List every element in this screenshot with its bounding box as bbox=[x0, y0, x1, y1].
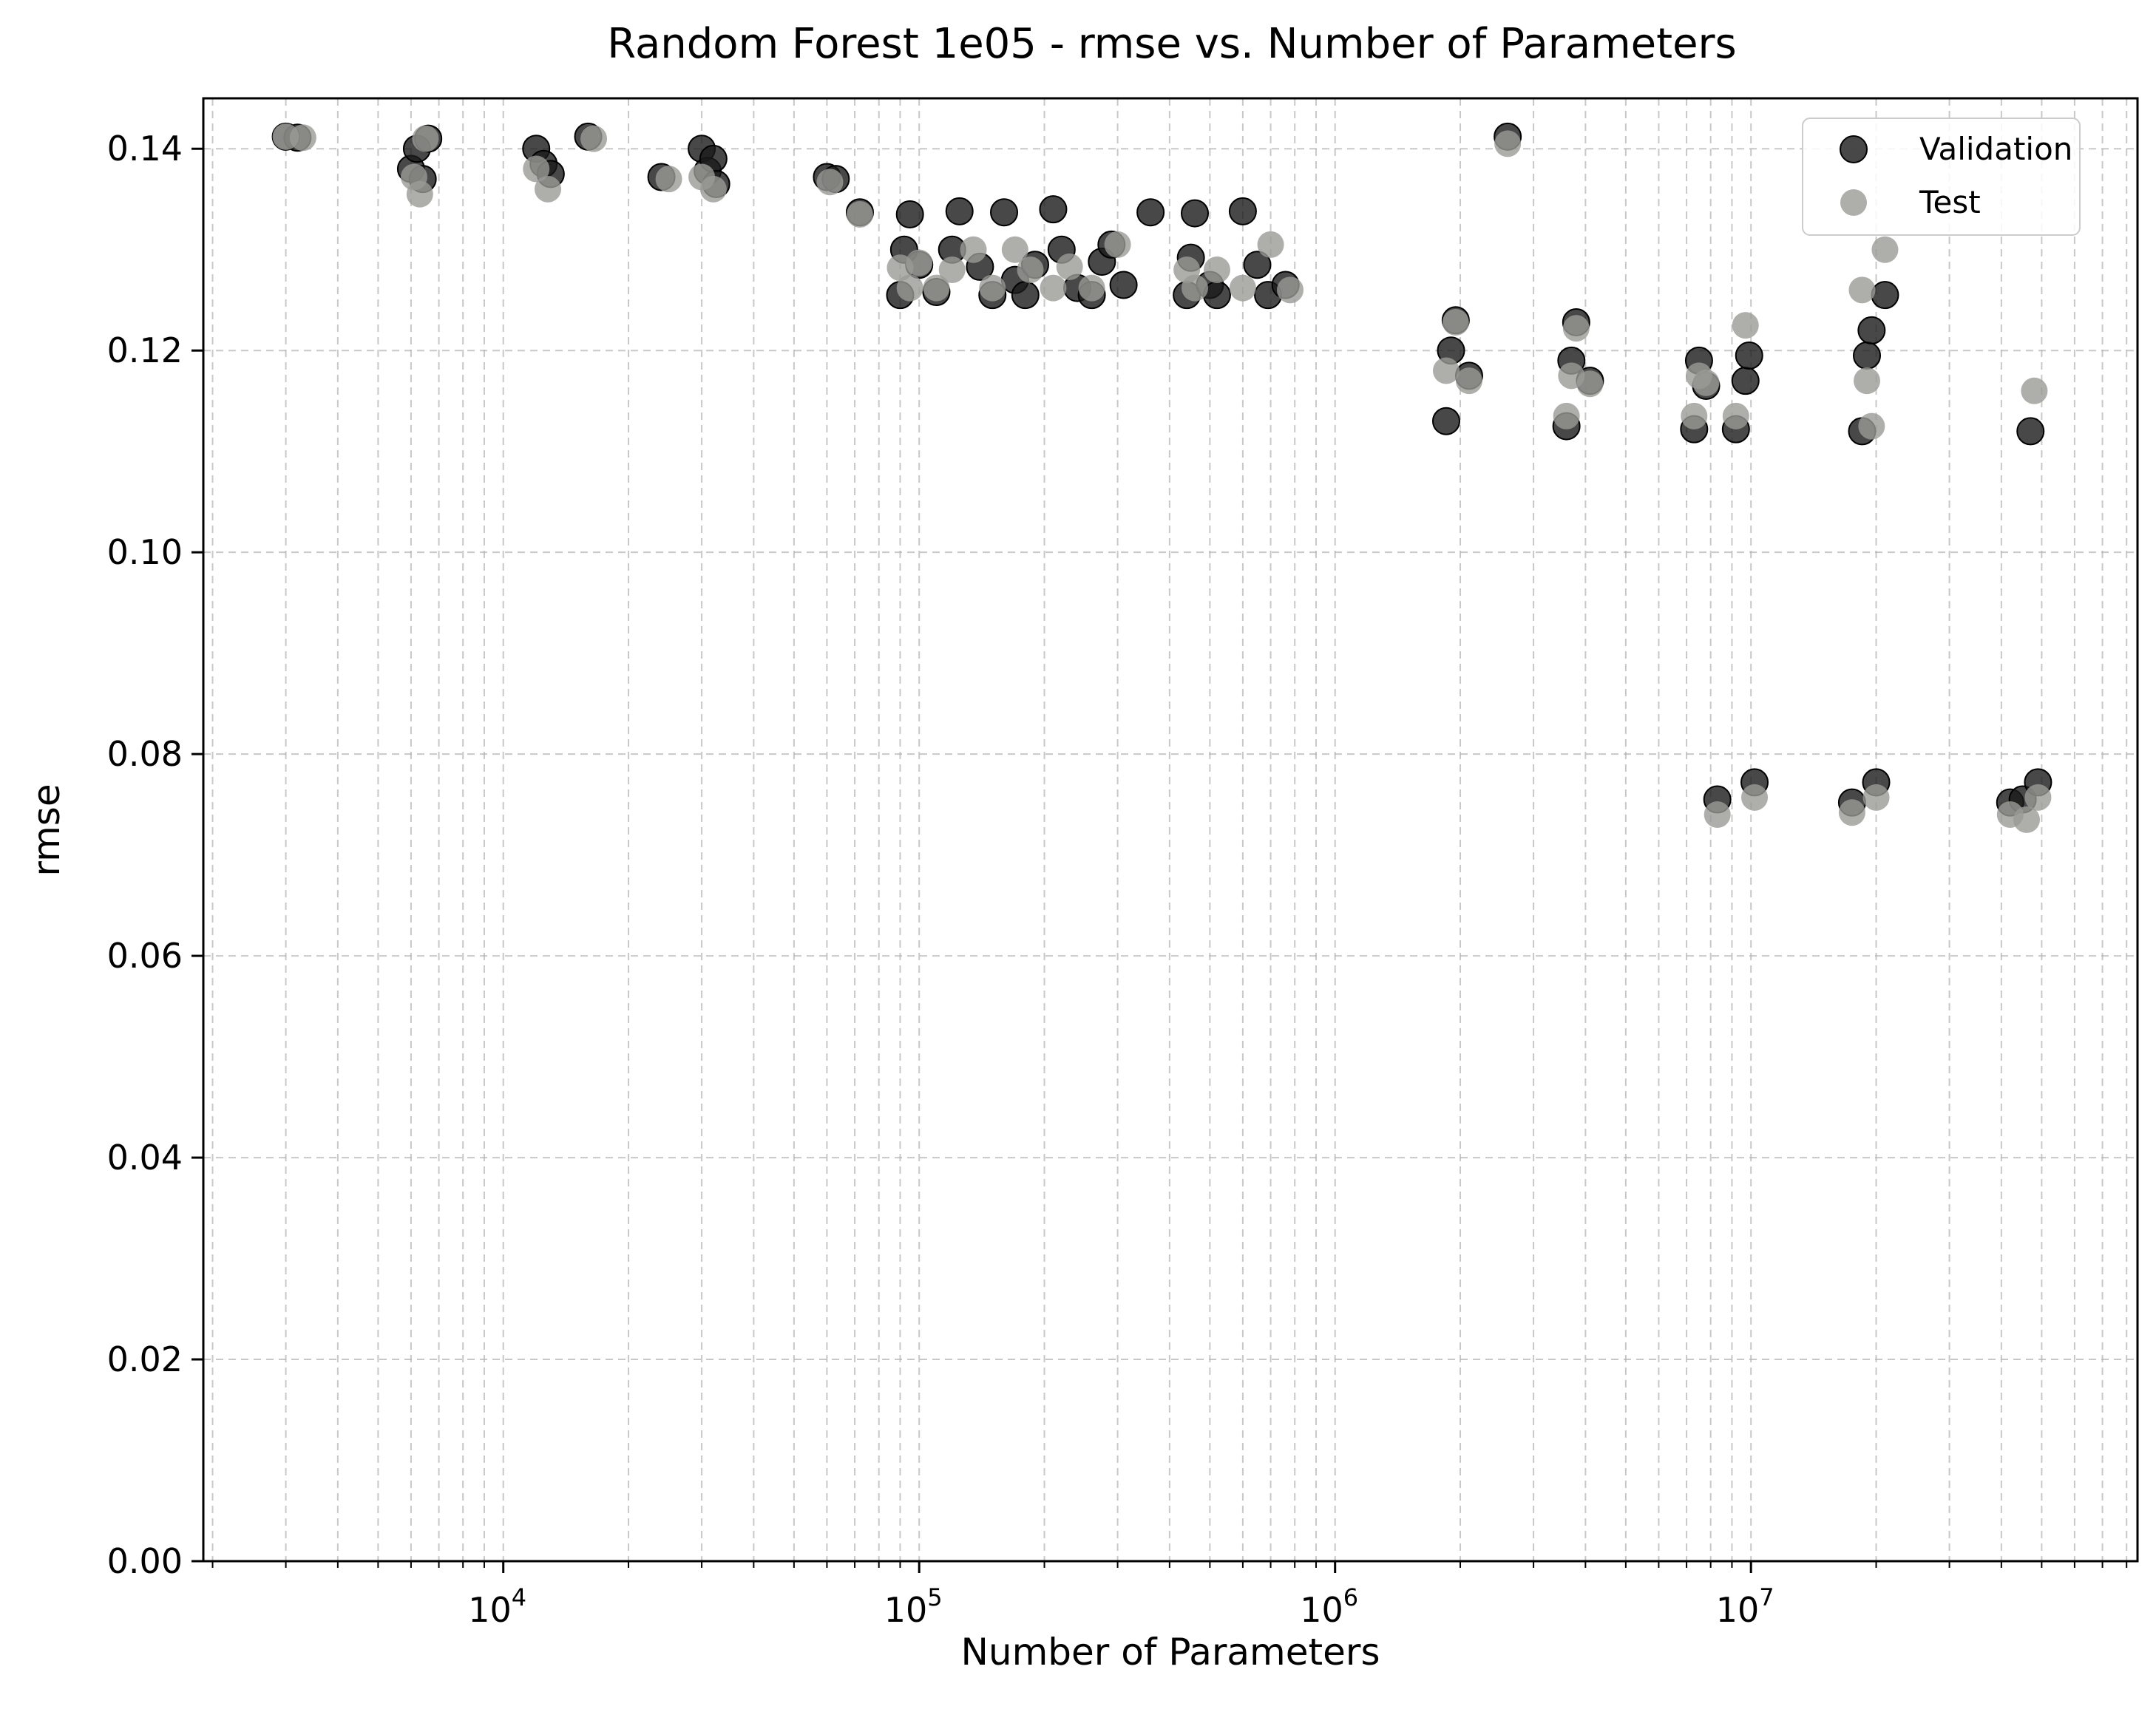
plot-frame bbox=[202, 97, 2139, 1563]
legend-marker-test bbox=[1840, 189, 1867, 216]
grid-lines bbox=[203, 98, 2138, 1562]
data-points bbox=[271, 122, 2052, 833]
scatter-point-test bbox=[1229, 274, 1256, 302]
scatter-point-test bbox=[1732, 312, 1759, 339]
scatter-point-test bbox=[412, 125, 439, 152]
y-tick-label: 0.00 bbox=[107, 1541, 183, 1581]
y-tick-label: 0.12 bbox=[107, 330, 183, 370]
scatter-point-test bbox=[1838, 799, 1865, 826]
scatter-point-test bbox=[535, 175, 562, 203]
y-tick-label: 0.10 bbox=[107, 532, 183, 572]
scatter-point-validation bbox=[1039, 195, 1068, 224]
scatter-point-validation bbox=[1136, 198, 1165, 227]
scatter-point-test bbox=[938, 256, 966, 284]
scatter-point-test bbox=[1576, 370, 1604, 398]
scatter-point-validation bbox=[1181, 199, 1210, 228]
scatter-point-test bbox=[1848, 276, 1876, 304]
scatter-point-test bbox=[1104, 231, 1131, 258]
scatter-point-test bbox=[1040, 274, 1067, 302]
scatter-point-test bbox=[1681, 402, 1708, 429]
scatter-point-test bbox=[846, 200, 873, 228]
legend-label-validation: Validation bbox=[1919, 131, 2072, 167]
scatter-point-test bbox=[1553, 402, 1580, 429]
y-tick-label: 0.02 bbox=[107, 1339, 183, 1379]
scatter-point-validation bbox=[1109, 271, 1138, 299]
y-tick-label: 0.04 bbox=[107, 1138, 183, 1178]
scatter-point-test bbox=[923, 274, 950, 302]
scatter-point-test bbox=[1257, 231, 1284, 258]
y-axis-ticks: 0.00 0.02 0.04 0.06 0.08 0.10 0.12 0.14 bbox=[107, 129, 203, 1581]
series-test bbox=[272, 123, 2052, 833]
legend-marker-validation bbox=[1840, 135, 1868, 163]
scatter-point-test bbox=[2024, 784, 2052, 811]
scatter-point-validation bbox=[945, 197, 974, 225]
x-tick-label: 106 bbox=[1300, 1583, 1358, 1630]
scatter-point-test bbox=[1442, 308, 1469, 336]
scatter-point-test bbox=[2013, 806, 2041, 833]
scatter-point-validation bbox=[1243, 251, 1272, 279]
scatter-point-test bbox=[1455, 367, 1482, 395]
y-tick-label: 0.08 bbox=[107, 734, 183, 774]
x-tick-label: 107 bbox=[1716, 1583, 1774, 1630]
scatter-point-test bbox=[1562, 315, 1590, 342]
scatter-point-test bbox=[816, 169, 844, 196]
y-axis-label: rmse bbox=[25, 784, 68, 876]
scatter-point-test bbox=[699, 175, 727, 203]
scatter-point-test bbox=[523, 155, 550, 183]
scatter-point-test bbox=[289, 124, 316, 152]
scatter-point-validation bbox=[2016, 417, 2045, 446]
scatter-point-test bbox=[1017, 256, 1044, 284]
scatter-point-test bbox=[1722, 402, 1749, 429]
scatter-point-validation bbox=[1853, 342, 1882, 370]
legend-label-test: Test bbox=[1919, 184, 1981, 220]
scatter-point-test bbox=[1203, 256, 1230, 284]
scatter-point-validation bbox=[1857, 316, 1886, 344]
scatter-point-test bbox=[1056, 253, 1083, 280]
scatter-point-test bbox=[1277, 276, 1304, 304]
y-tick-label: 0.06 bbox=[107, 936, 183, 976]
scatter-point-test bbox=[406, 180, 433, 208]
scatter-point-validation bbox=[1431, 407, 1460, 435]
scatter-point-test bbox=[979, 274, 1006, 302]
x-axis-ticks: 104 105 106 107 bbox=[211, 1561, 2128, 1630]
scatter-point-test bbox=[960, 236, 987, 263]
scatter-point-validation bbox=[1011, 281, 1040, 310]
legend: Validation Test bbox=[1802, 118, 2081, 236]
scatter-point-test bbox=[1078, 274, 1105, 302]
chart-title: Random Forest 1e05 - rmse vs. Number of … bbox=[607, 20, 1736, 68]
x-tick-label: 105 bbox=[884, 1583, 943, 1630]
scatter-point-validation bbox=[1871, 281, 1899, 310]
scatter-point-test bbox=[1741, 784, 1769, 811]
scatter-point-test bbox=[1182, 274, 1209, 302]
scatter-point-validation bbox=[1735, 342, 1763, 370]
scatter-point-validation bbox=[1731, 367, 1760, 395]
series-validation bbox=[271, 122, 2052, 817]
scatter-point-test bbox=[580, 125, 608, 152]
y-tick-label: 0.14 bbox=[107, 129, 183, 169]
legend-box bbox=[1802, 118, 2081, 236]
scatter-point-test bbox=[896, 274, 923, 302]
scatter-point-test bbox=[1432, 357, 1460, 384]
scatter-point-test bbox=[1494, 130, 1522, 157]
scatter-point-test bbox=[2021, 377, 2048, 404]
scatter-point-test bbox=[1704, 801, 1731, 829]
scatter-point-test bbox=[1001, 236, 1028, 263]
scatter-point-test bbox=[1858, 412, 1885, 440]
x-axis-label: Number of Parameters bbox=[960, 1631, 1380, 1674]
scatter-point-validation bbox=[1228, 197, 1257, 225]
scatter-point-test bbox=[655, 166, 682, 193]
x-tick-label: 104 bbox=[468, 1583, 526, 1630]
scatter-point-test bbox=[1862, 784, 1890, 811]
scatter-point-validation bbox=[990, 198, 1019, 227]
scatter-point-test bbox=[906, 249, 933, 276]
scatter-point-test bbox=[1854, 367, 1881, 395]
scatter-point-test bbox=[1692, 369, 1720, 396]
scatter-point-test bbox=[1871, 236, 1899, 263]
scatter-point-validation bbox=[895, 200, 924, 228]
